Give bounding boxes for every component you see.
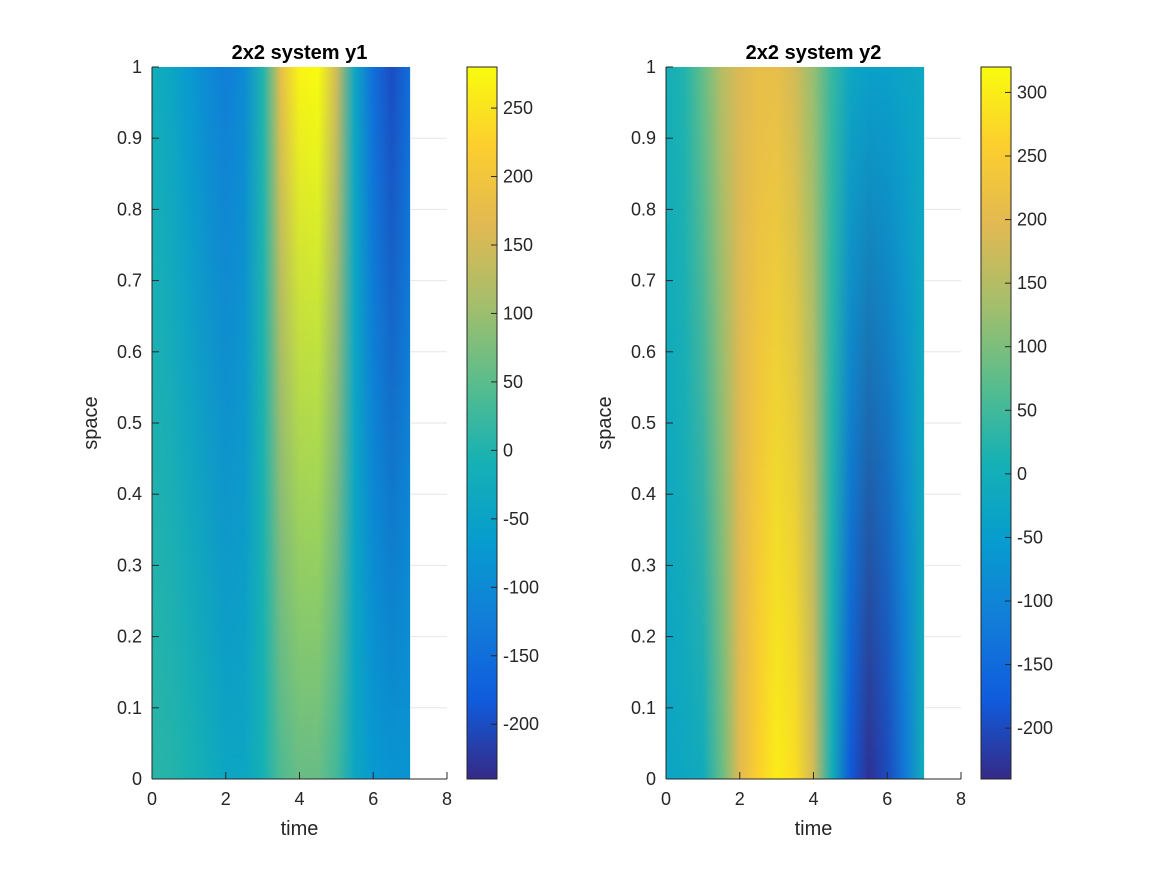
x-tick-label: 8 bbox=[442, 789, 452, 809]
panel-2: 0 2 4 6 8 0 0.1 0.2 0.3 0.4 0.5 0.6 0.7 0.8 0.9 1 time sp… bbox=[594, 42, 1053, 840]
colorbar: -200 -150 -100 -50 0 50 100 150 200 250 bbox=[466, 66, 539, 780]
y-tick-label: 0.2 bbox=[631, 627, 656, 647]
y-tick-label: 0.1 bbox=[117, 698, 142, 718]
colorbar-tick-label: -50 bbox=[503, 509, 529, 529]
y-tick-label: 1 bbox=[646, 57, 656, 77]
y-tick-label: 0.7 bbox=[117, 271, 142, 291]
colorbar-tick-label: -200 bbox=[503, 714, 539, 734]
colorbar-tick-label: 150 bbox=[1017, 273, 1047, 293]
x-tick-label: 4 bbox=[294, 789, 304, 809]
y-tick-label: 0.4 bbox=[117, 484, 142, 504]
y-tick-label: 0.7 bbox=[631, 271, 656, 291]
colorbar-tick-label: -100 bbox=[1017, 591, 1053, 611]
x-tick-label: 8 bbox=[956, 789, 966, 809]
colorbar-tick-label: -150 bbox=[503, 646, 539, 666]
y-tick-label: 0.8 bbox=[117, 199, 142, 219]
y-tick-label: 0.5 bbox=[117, 413, 142, 433]
x-tick-label: 6 bbox=[882, 789, 892, 809]
heatmap-field-space-1 bbox=[152, 67, 411, 779]
heatmap-surface bbox=[152, 67, 411, 779]
y-tick-label: 0.8 bbox=[631, 199, 656, 219]
y-tick-label: 1 bbox=[132, 57, 142, 77]
colorbar-tick-label: 50 bbox=[1017, 400, 1037, 420]
y-tick-label: 0.9 bbox=[631, 128, 656, 148]
x-tick-label: 2 bbox=[221, 789, 231, 809]
colorbar-tick-label: -50 bbox=[1017, 527, 1043, 547]
x-axis-label: time bbox=[795, 818, 833, 840]
x-tick-label: 6 bbox=[368, 789, 378, 809]
colorbar-tick-label: 250 bbox=[1017, 146, 1047, 166]
colorbar-tick-label: -200 bbox=[1017, 718, 1053, 738]
x-tick-label: 0 bbox=[147, 789, 157, 809]
y-tick-label: 0.3 bbox=[631, 555, 656, 575]
x-tick-label: 2 bbox=[735, 789, 745, 809]
y-tick-label: 0 bbox=[132, 769, 142, 789]
x-tick-label: 0 bbox=[661, 789, 671, 809]
heatmap-field-space-1 bbox=[666, 67, 925, 779]
colorbar-tick-label: 0 bbox=[503, 440, 513, 460]
colorbar-gradient bbox=[980, 66, 1012, 780]
colorbar-gradient bbox=[466, 66, 498, 780]
y-tick-label: 0.2 bbox=[117, 627, 142, 647]
colorbar: -200 -150 -100 -50 0 50 100 150 200 250 300 bbox=[980, 66, 1053, 780]
colorbar-tick-label: 200 bbox=[503, 167, 533, 187]
x-tick-label: 4 bbox=[808, 789, 818, 809]
y-tick-label: 0.5 bbox=[631, 413, 656, 433]
y-tick-label: 0.9 bbox=[117, 128, 142, 148]
y-axis-label: space bbox=[80, 396, 102, 449]
colorbar-tick-label: -150 bbox=[1017, 655, 1053, 675]
colorbar-tick-label: 100 bbox=[1017, 337, 1047, 357]
colorbar-tick-label: 0 bbox=[1017, 464, 1027, 484]
chart-title: 2x2 system y1 bbox=[232, 42, 368, 64]
y-tick-label: 0.6 bbox=[117, 342, 142, 362]
heatmap-surface bbox=[666, 67, 925, 779]
y-tick-label: 0.6 bbox=[631, 342, 656, 362]
y-tick-label: 0 bbox=[646, 769, 656, 789]
panel-1: 0 2 4 6 8 0 0.1 0.2 0.3 0.4 0.5 0.6 0.7 0.8 0.9 1 time sp… bbox=[80, 42, 539, 840]
y-axis-label: space bbox=[594, 396, 616, 449]
colorbar-tick-label: 150 bbox=[503, 235, 533, 255]
y-tick-label: 0.3 bbox=[117, 555, 142, 575]
colorbar-tick-label: 250 bbox=[503, 98, 533, 118]
y-tick-label: 0.1 bbox=[631, 698, 656, 718]
colorbar-tick-label: -100 bbox=[503, 577, 539, 597]
x-axis-label: time bbox=[281, 818, 319, 840]
colorbar-tick-label: 100 bbox=[503, 303, 533, 323]
colorbar-tick-label: 200 bbox=[1017, 210, 1047, 230]
colorbar-tick-label: 300 bbox=[1017, 82, 1047, 102]
colorbar-tick-label: 50 bbox=[503, 372, 523, 392]
chart-title: 2x2 system y2 bbox=[746, 42, 882, 64]
y-tick-label: 0.4 bbox=[631, 484, 656, 504]
